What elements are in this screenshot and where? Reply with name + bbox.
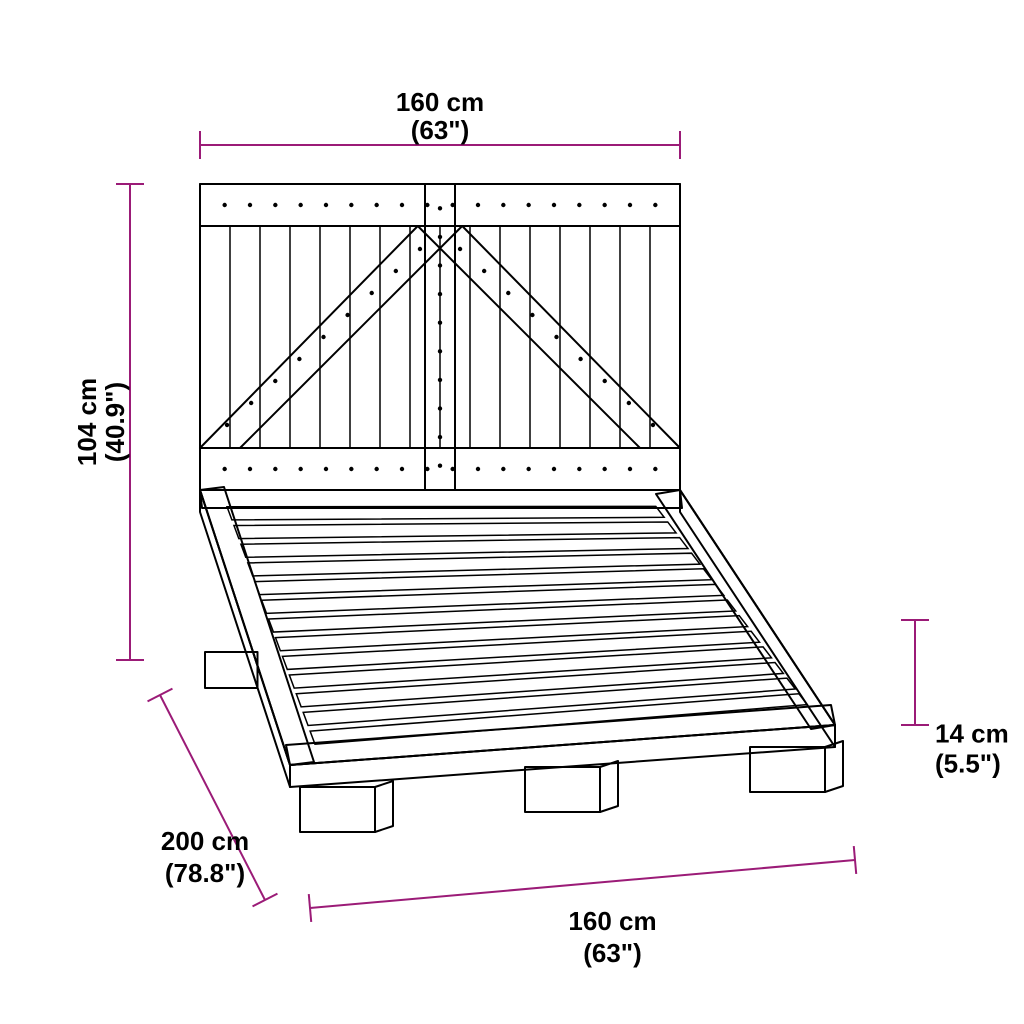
dim-label-in: (78.8") xyxy=(165,858,245,888)
svg-text:104 cm: 104 cm xyxy=(72,378,102,466)
dim-label-cm: 160 cm xyxy=(568,906,656,936)
dim-label-in: (63") xyxy=(411,115,470,145)
dim-label-in: (5.5") xyxy=(935,749,1001,779)
svg-text:(40.9"): (40.9") xyxy=(100,382,130,462)
dim-label-cm: 14 cm xyxy=(935,719,1009,749)
dim-label-in: (63") xyxy=(583,938,642,968)
bed-platform xyxy=(200,487,835,787)
dim-label-cm: 160 cm xyxy=(396,87,484,117)
dim-label-cm: 200 cm xyxy=(161,826,249,856)
headboard xyxy=(200,184,680,490)
